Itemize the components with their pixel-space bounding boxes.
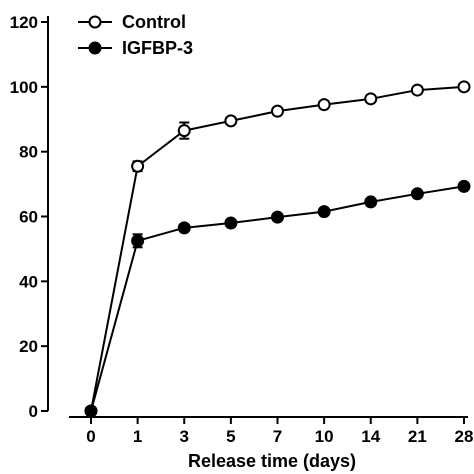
x-tick-label: 1	[133, 427, 142, 446]
y-tick-label: 120	[10, 13, 38, 32]
series-line	[90, 85, 465, 412]
x-tick-label: 0	[86, 427, 95, 446]
x-tick-label: 10	[315, 427, 334, 446]
data-point	[364, 92, 378, 106]
legend-marker	[88, 15, 102, 29]
y-tick-label: 20	[19, 337, 38, 356]
data-point	[224, 216, 238, 230]
x-tick-label: 14	[361, 427, 380, 446]
y-tick-label: 80	[19, 143, 38, 162]
data-point	[177, 124, 191, 138]
y-tick-label: 100	[10, 78, 38, 97]
data-point	[131, 159, 145, 173]
x-tick-label: 7	[273, 427, 282, 446]
series-1	[84, 179, 471, 418]
tick-group: 0 20 40 60 80 100 120 0 1 3 5 7 10 14 21 28	[10, 13, 474, 446]
legend-item-0: Control	[78, 12, 186, 32]
legend-label: Control	[122, 12, 186, 32]
legend: Control IGFBP-3	[78, 12, 193, 58]
chart-axes	[47, 16, 468, 418]
data-point	[410, 187, 424, 201]
data-point	[84, 404, 98, 418]
y-tick-label: 60	[19, 208, 38, 227]
series-0	[84, 80, 471, 418]
x-tick-label: 5	[226, 427, 235, 446]
series-layer	[84, 80, 471, 418]
data-point	[131, 234, 145, 248]
x-axis-label: Release time (days)	[188, 451, 356, 471]
data-point	[224, 114, 238, 128]
x-tick-label: 21	[408, 427, 427, 446]
x-tick-label: 28	[455, 427, 474, 446]
data-point	[177, 221, 191, 235]
data-point	[271, 104, 284, 118]
data-point	[457, 80, 471, 94]
data-point	[271, 210, 284, 224]
data-point	[457, 179, 471, 193]
legend-marker	[88, 41, 102, 55]
legend-label: IGFBP-3	[122, 38, 193, 58]
y-tick-label: 0	[29, 402, 38, 421]
data-point	[317, 98, 331, 112]
legend-item-1: IGFBP-3	[78, 38, 193, 58]
x-tick-label: 3	[180, 427, 189, 446]
data-point	[317, 205, 331, 219]
y-tick-label: 40	[19, 272, 38, 291]
data-point	[410, 83, 424, 97]
data-point	[364, 195, 378, 209]
